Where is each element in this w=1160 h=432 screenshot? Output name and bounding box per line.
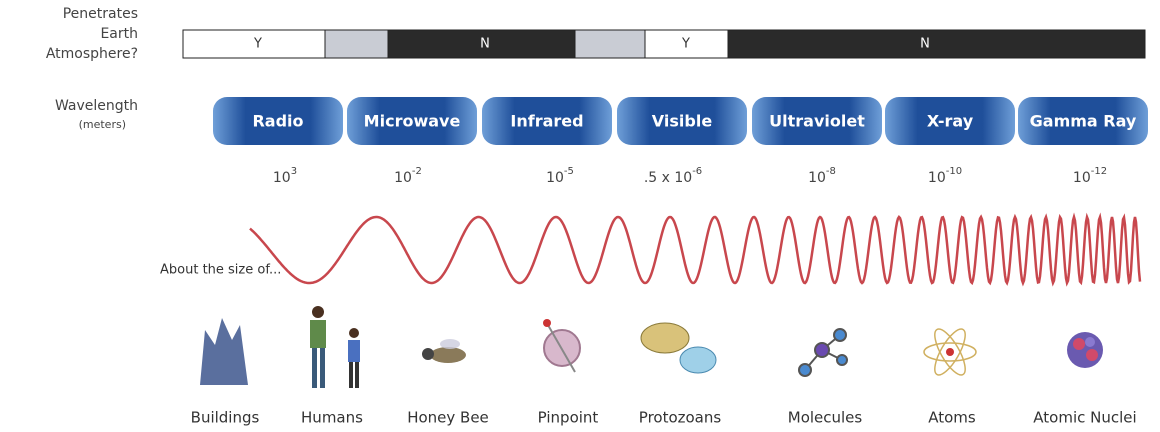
wavelength-exp: -2 <box>412 166 422 177</box>
segment <box>182 29 326 59</box>
wavelength-base: 10 <box>1073 170 1091 186</box>
wavelength: 10-8 <box>808 166 836 186</box>
band-pill <box>1018 97 1148 145</box>
buildings-icon <box>200 318 248 385</box>
band-pill <box>482 97 612 145</box>
atmosphere-label: Penetrates <box>63 6 138 22</box>
wavelength-exp: -12 <box>1091 166 1107 177</box>
size-label: Pinpoint <box>538 409 599 427</box>
size-label: Humans <box>301 409 363 427</box>
humans-icon <box>310 306 360 388</box>
wavelength: 103 <box>273 166 297 186</box>
wavelength: 10-5 <box>546 166 574 186</box>
segment <box>574 29 646 59</box>
atomic-nuclei-icon <box>1067 332 1103 368</box>
wavelength-base: 10 <box>546 170 564 186</box>
wave <box>249 212 1142 287</box>
protozoans-icon <box>640 322 717 374</box>
band-pill <box>752 97 882 145</box>
wavelength-exp: -5 <box>564 166 574 177</box>
wavelength-exp: -10 <box>946 166 962 177</box>
band-label: Infrared <box>510 112 583 131</box>
wavelength-base: 10 <box>928 170 946 186</box>
size-label: Buildings <box>191 409 260 427</box>
atmosphere-label: Atmosphere? <box>46 46 138 62</box>
units-label: (meters) <box>79 118 126 131</box>
band-label: Gamma Ray <box>1030 112 1137 131</box>
wavelength-exp: 3 <box>291 166 297 177</box>
band-pill <box>617 97 747 145</box>
segment <box>727 29 1146 59</box>
size-label: Molecules <box>788 409 863 427</box>
size-label: Atoms <box>928 409 976 427</box>
wavelength-base: 10 <box>273 170 291 186</box>
pinpoint-icon <box>543 319 581 373</box>
bands: Radio Microwave Infrared Visible Ultraviolet… <box>213 97 1148 145</box>
segment-label: N <box>920 37 930 52</box>
wavelength-label: Wavelength <box>55 98 138 114</box>
wavelength: .5 x 10-6 <box>644 166 702 186</box>
wavelength-exp: -6 <box>692 166 702 177</box>
size-label: Atomic Nuclei <box>1033 409 1136 427</box>
icons <box>200 306 1103 388</box>
molecules-icon <box>798 328 848 377</box>
band-label: Microwave <box>364 112 461 131</box>
wavelength-exp: -8 <box>826 166 836 177</box>
wavelength: 10-12 <box>1073 166 1107 186</box>
atmosphere-bar: Y N Y N <box>182 29 1146 59</box>
band-pill <box>213 97 343 145</box>
wavelength: 10-10 <box>928 166 962 186</box>
size-label: Honey Bee <box>407 409 489 427</box>
wavelength-base: 10 <box>808 170 826 186</box>
band-label: X-ray <box>927 112 974 131</box>
band-label: Ultraviolet <box>769 112 865 131</box>
sizes: Buildings Humans Honey Bee Pinpoint Protozoa… <box>191 409 1137 427</box>
segment-label: N <box>480 37 490 52</box>
wavelength-base: 10 <box>394 170 412 186</box>
atmosphere-label: Earth <box>100 26 138 42</box>
segment-label: Y <box>253 37 262 52</box>
wavelengths: 103 10-2 10-5.5 x 10-6 10-8 10-10 10-12 <box>273 166 1107 186</box>
wavelength: 10-2 <box>394 166 422 186</box>
atoms-icon <box>923 328 977 376</box>
segment <box>324 29 389 59</box>
size-intro: About the size of... <box>160 263 281 278</box>
honey-bee-icon <box>422 339 466 363</box>
band-label: Visible <box>652 112 713 131</box>
wavelength-base: .5 x 10 <box>644 170 692 186</box>
band-pill <box>347 97 477 145</box>
size-label: Protozoans <box>639 409 722 427</box>
band-label: Radio <box>252 112 303 131</box>
band-pill <box>885 97 1015 145</box>
segment-label: Y <box>681 37 690 52</box>
segment <box>644 29 729 59</box>
segment <box>387 29 576 59</box>
